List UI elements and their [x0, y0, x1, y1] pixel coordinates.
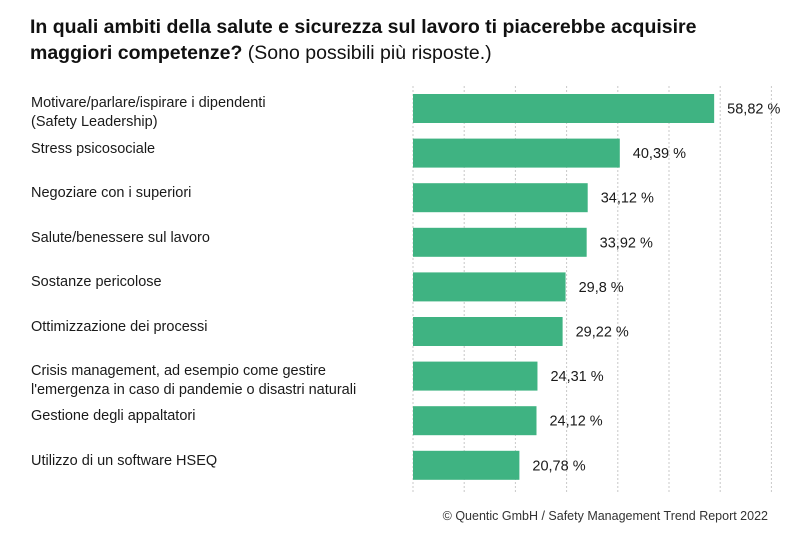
category-label: Motivare/parlare/ispirare i dipendenti (S…	[31, 95, 266, 130]
bar-value-label: 33,92 %	[600, 235, 653, 251]
bar	[413, 406, 537, 436]
category-label: Gestione degli appaltatori	[31, 408, 196, 425]
bar	[413, 138, 620, 168]
bar	[413, 227, 587, 257]
bar-value-label: 40,39 %	[633, 146, 686, 162]
bar	[413, 317, 563, 346]
category-label: Ottimizzazione dei processi	[31, 319, 208, 335]
bar-value-label: 24,12 %	[549, 414, 602, 430]
chart-title-question: In quali ambiti della salute e sicurezza…	[30, 16, 697, 64]
bar-value-label: 29,22 %	[576, 325, 629, 341]
category-label: Sostanze pericolose	[31, 274, 162, 291]
bar-value-label: 58,82 %	[727, 102, 780, 118]
chart-title: In quali ambiti della salute e sicurezza…	[30, 14, 770, 66]
bar	[413, 450, 520, 480]
category-label: Salute/benessere sul lavoro	[31, 229, 210, 246]
bar-value-label: 20,78 %	[532, 458, 585, 474]
bar-value-label: 24,31 %	[550, 369, 603, 385]
category-label: Stress psicosociale	[31, 140, 156, 157]
bar	[413, 361, 538, 391]
bar	[413, 272, 566, 302]
category-label: Crisis management, ad esempio come gesti…	[31, 362, 357, 398]
bar-value-label: 29,8 %	[579, 280, 624, 296]
chart-title-note: (Sono possibili più risposte.)	[247, 42, 492, 64]
category-label: Utilizzo di un software HSEQ	[31, 452, 218, 469]
copyright-footer: © Quentic GmbH / Safety Management Trend…	[442, 509, 768, 523]
category-label: Negoziare con i superiori	[31, 185, 192, 202]
bar-value-label: 34,12 %	[601, 191, 654, 207]
bar	[413, 94, 715, 123]
bar	[413, 183, 588, 213]
